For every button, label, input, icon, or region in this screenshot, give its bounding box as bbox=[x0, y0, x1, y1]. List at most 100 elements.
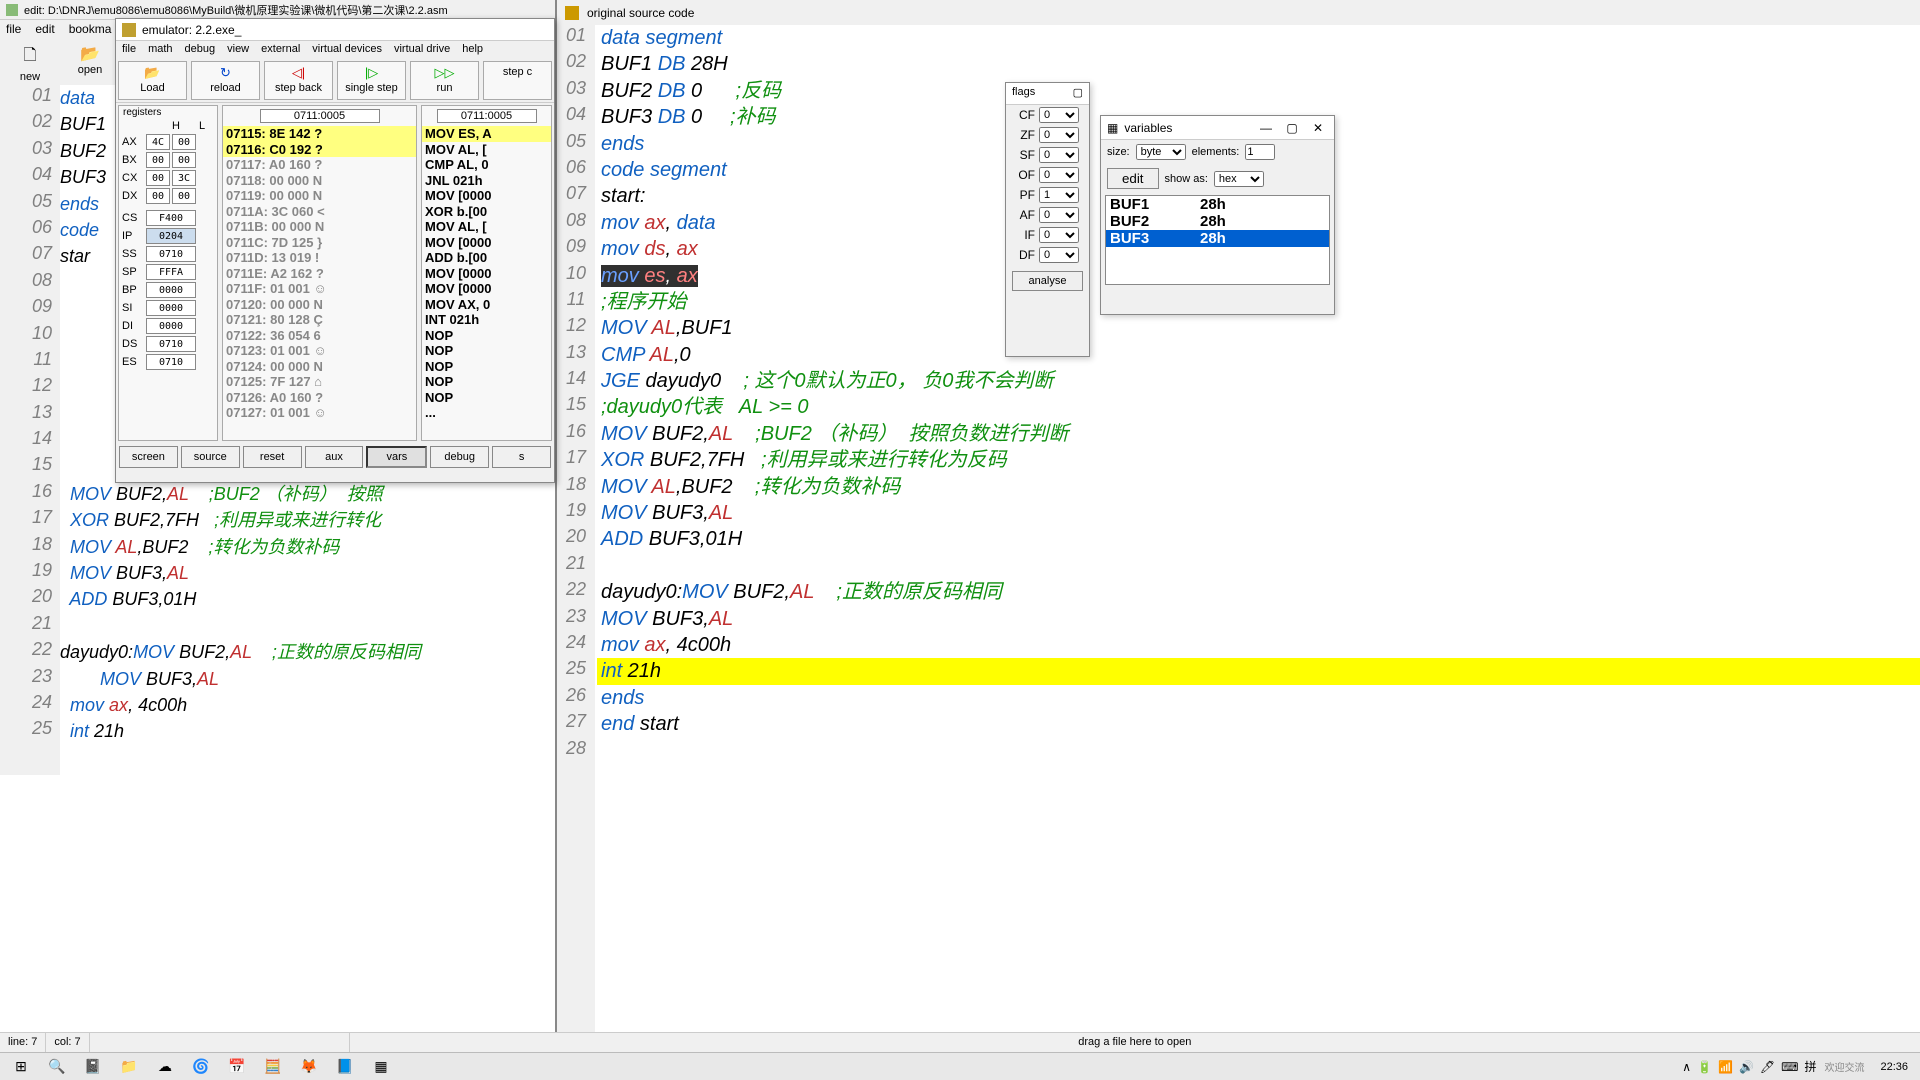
taskbar-app-icon[interactable]: 🔍 bbox=[40, 1055, 74, 1079]
reg-IP[interactable] bbox=[146, 228, 196, 244]
emu-menu-file[interactable]: file bbox=[122, 43, 136, 57]
emu-menu-virtual devices[interactable]: virtual devices bbox=[312, 43, 382, 57]
reg-AX-h[interactable] bbox=[146, 134, 170, 150]
emu-s-button[interactable]: s bbox=[492, 446, 551, 468]
flag-DF-select[interactable]: 0 bbox=[1039, 247, 1079, 263]
right-gutter: 0102030405060708091011121314151617181920… bbox=[557, 25, 595, 1037]
emulator-window: emulator: 2.2.exe_ file math debug view exte… bbox=[115, 18, 555, 483]
right-title-bar: original source code bbox=[557, 0, 1920, 25]
reload-button[interactable]: ↻reload bbox=[191, 61, 260, 100]
showas-select[interactable]: hex bbox=[1214, 171, 1264, 187]
emu-source-button[interactable]: source bbox=[181, 446, 240, 468]
var-row-BUF2[interactable]: BUF228h bbox=[1106, 213, 1329, 230]
size-select[interactable]: byte bbox=[1136, 144, 1186, 160]
main-title: edit: D:\DNRJ\emu8086\emu8086\MyBuild\微机… bbox=[24, 2, 448, 18]
emu-debug-button[interactable]: debug bbox=[430, 446, 489, 468]
status-drag: drag a file here to open bbox=[350, 1033, 1920, 1052]
tray-icon[interactable]: 🔊 bbox=[1739, 1060, 1754, 1074]
emu-title-bar[interactable]: emulator: 2.2.exe_ bbox=[116, 19, 554, 41]
flag-CF-select[interactable]: 0 bbox=[1039, 107, 1079, 123]
taskbar-app-icon[interactable]: 📁 bbox=[112, 1055, 146, 1079]
analyse-button[interactable]: analyse bbox=[1012, 271, 1083, 291]
Load-button[interactable]: 📂Load bbox=[118, 61, 187, 100]
tray-icon[interactable]: 拼 bbox=[1804, 1058, 1816, 1075]
reg-DX-h[interactable] bbox=[146, 188, 170, 204]
reg-AX-l[interactable] bbox=[172, 134, 196, 150]
flag-SF-select[interactable]: 0 bbox=[1039, 147, 1079, 163]
disasm-panel: MOV ES, AMOV AL, [CMP AL, 0JNL 021hMOV [… bbox=[421, 105, 552, 441]
emu-vars-button[interactable]: vars bbox=[366, 446, 427, 468]
var-row-BUF1[interactable]: BUF128h bbox=[1106, 196, 1329, 213]
minimize-icon[interactable]: — bbox=[1256, 121, 1276, 135]
flag-AF-select[interactable]: 0 bbox=[1039, 207, 1079, 223]
emu-reset-button[interactable]: reset bbox=[243, 446, 302, 468]
menu-edit[interactable]: edit bbox=[35, 22, 54, 38]
flags-window: flags▢ CF0ZF0SF0OF0PF1AF0IF0DF0 analyse bbox=[1005, 82, 1090, 357]
reg-CX-l[interactable] bbox=[172, 170, 196, 186]
tray-icon[interactable]: 🖊 bbox=[1760, 1060, 1775, 1074]
step-c-button[interactable]: step c bbox=[483, 61, 552, 100]
single-step-button[interactable]: |▷single step bbox=[337, 61, 406, 100]
emu-toolbar: 📂Load↻reload◁|step back|▷single step▷▷ru… bbox=[116, 59, 554, 103]
taskbar-app-icon[interactable]: 🌀 bbox=[184, 1055, 218, 1079]
taskbar-app-icon[interactable]: ⊞ bbox=[4, 1055, 38, 1079]
maximize-icon[interactable]: ▢ bbox=[1282, 121, 1302, 135]
reg-SI[interactable] bbox=[146, 300, 196, 316]
elements-input[interactable] bbox=[1245, 144, 1275, 160]
menu-file[interactable]: file bbox=[6, 22, 21, 38]
emu-menu-math[interactable]: math bbox=[148, 43, 172, 57]
emu-menu-help[interactable]: help bbox=[462, 43, 483, 57]
addr2-input[interactable] bbox=[437, 109, 537, 123]
emu-icon bbox=[122, 23, 136, 37]
vars-title-bar[interactable]: ▦ variables — ▢ ✕ bbox=[1101, 116, 1334, 140]
addr1-input[interactable] bbox=[260, 109, 380, 123]
close-icon[interactable]: ✕ bbox=[1308, 121, 1328, 135]
taskbar-app-icon[interactable]: 🧮 bbox=[256, 1055, 290, 1079]
var-row-BUF3[interactable]: BUF328h bbox=[1106, 230, 1329, 247]
emu-screen-button[interactable]: screen bbox=[119, 446, 178, 468]
flag-OF-select[interactable]: 0 bbox=[1039, 167, 1079, 183]
open-button[interactable]: 📂open bbox=[60, 40, 120, 89]
tray-icon[interactable]: 📶 bbox=[1718, 1060, 1733, 1074]
flag-ZF-select[interactable]: 0 bbox=[1039, 127, 1079, 143]
emu-menu-view[interactable]: view bbox=[227, 43, 249, 57]
reg-BX-h[interactable] bbox=[146, 152, 170, 168]
menu-bookma[interactable]: bookma bbox=[69, 22, 112, 38]
reg-DS[interactable] bbox=[146, 336, 196, 352]
emu-menu-external[interactable]: external bbox=[261, 43, 300, 57]
emu-aux-button[interactable]: aux bbox=[305, 446, 364, 468]
reg-SS[interactable] bbox=[146, 246, 196, 262]
reg-DI[interactable] bbox=[146, 318, 196, 334]
flags-title[interactable]: flags▢ bbox=[1006, 83, 1089, 105]
vars-list[interactable]: BUF128hBUF228hBUF328h bbox=[1105, 195, 1330, 285]
reg-CS[interactable] bbox=[146, 210, 196, 226]
registers-panel: registers HL AXBXCXDX CSIPSSSPBPSIDIDSES bbox=[118, 105, 218, 441]
tray-icon[interactable]: ⌨ bbox=[1781, 1060, 1798, 1074]
edit-button[interactable]: edit bbox=[1107, 168, 1159, 189]
emu-menu-debug[interactable]: debug bbox=[185, 43, 216, 57]
flag-PF-select[interactable]: 1 bbox=[1039, 187, 1079, 203]
taskbar-app-icon[interactable]: 📘 bbox=[328, 1055, 362, 1079]
reg-BP[interactable] bbox=[146, 282, 196, 298]
reg-SP[interactable] bbox=[146, 264, 196, 280]
tray-icon[interactable]: ∧ bbox=[1682, 1060, 1691, 1074]
reg-ES[interactable] bbox=[146, 354, 196, 370]
left-gutter: 0102030405060708091011121314151617181920… bbox=[0, 85, 60, 775]
taskbar-app-icon[interactable]: 📓 bbox=[76, 1055, 110, 1079]
taskbar-app-icon[interactable]: 🦊 bbox=[292, 1055, 326, 1079]
reg-DX-l[interactable] bbox=[172, 188, 196, 204]
reg-BX-l[interactable] bbox=[172, 152, 196, 168]
right-title: original source code bbox=[587, 6, 694, 20]
emu-title: emulator: 2.2.exe_ bbox=[142, 23, 241, 37]
tray-icon[interactable]: 🔋 bbox=[1697, 1060, 1712, 1074]
emu-menu-virtual drive[interactable]: virtual drive bbox=[394, 43, 450, 57]
taskbar-app-icon[interactable]: ☁ bbox=[148, 1055, 182, 1079]
step-back-button[interactable]: ◁|step back bbox=[264, 61, 333, 100]
reg-CX-h[interactable] bbox=[146, 170, 170, 186]
taskbar-app-icon[interactable]: ▦ bbox=[364, 1055, 398, 1079]
new-button[interactable]: 🗋new bbox=[0, 40, 60, 89]
run-button[interactable]: ▷▷run bbox=[410, 61, 479, 100]
taskbar-app-icon[interactable]: 📅 bbox=[220, 1055, 254, 1079]
flag-IF-select[interactable]: 0 bbox=[1039, 227, 1079, 243]
vars-controls: size: byte elements: bbox=[1101, 140, 1334, 164]
